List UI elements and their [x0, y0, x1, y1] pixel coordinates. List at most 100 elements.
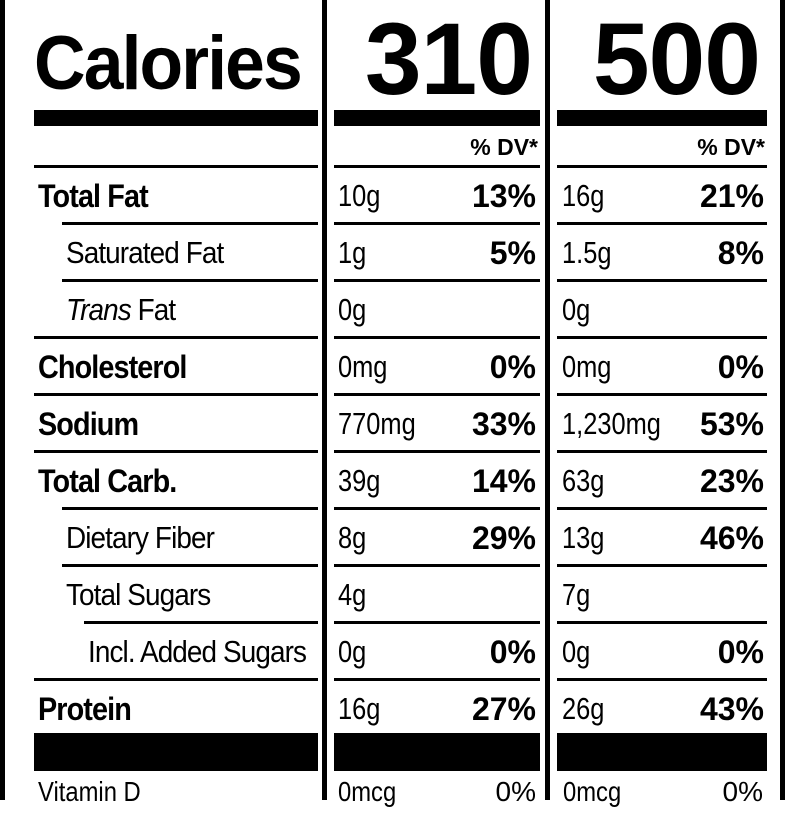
- dv-header-serving-2: % DV*: [697, 134, 765, 160]
- nutrient-row: Dietary Fiber 8g 29% 13g 46%: [0, 510, 800, 566]
- nutrient-row: Trans Fat 0g 0g: [0, 282, 800, 338]
- row-separator: [557, 564, 767, 567]
- amount-serving-1: 10g: [338, 178, 381, 213]
- row-separator: [334, 450, 540, 453]
- dv-percent-serving-2: 46%: [699, 520, 764, 556]
- dv-percent-serving-2: 8%: [717, 235, 764, 271]
- row-separator: [334, 279, 540, 282]
- vitamin-d-amount-2: 0mcg: [563, 776, 622, 807]
- dv-percent-serving-1: 0%: [489, 634, 536, 670]
- thick-bar-mid: [334, 110, 540, 126]
- nutrient-row: Total Carb. 39g 14% 63g 23%: [0, 453, 800, 509]
- amount-serving-1: 1g: [338, 235, 367, 270]
- amount-serving-1: 0g: [338, 634, 367, 669]
- trans-rest-label: Fat: [130, 292, 177, 327]
- vitamin-d-row: Vitamin D 0mcg 0% 0mcg 0%: [0, 776, 800, 816]
- row-separator: [557, 678, 767, 681]
- dv-percent-serving-1: 13%: [471, 178, 536, 214]
- left-border: [0, 0, 5, 800]
- row-separator: [557, 621, 767, 624]
- column-divider-2: [545, 0, 550, 800]
- row-separator: [557, 279, 767, 282]
- nutrient-label: Protein: [38, 691, 132, 727]
- row-separator: [334, 621, 540, 624]
- dv-percent-serving-1: 14%: [471, 463, 536, 499]
- nutrient-row: Cholesterol 0mg 0% 0mg 0%: [0, 339, 800, 395]
- amount-serving-1: 16g: [338, 691, 381, 726]
- amount-serving-2: 7g: [562, 577, 591, 612]
- nutrient-row: Saturated Fat 1g 5% 1.5g 8%: [0, 225, 800, 281]
- row-separator: [34, 165, 318, 168]
- calories-label: Calories: [34, 21, 303, 106]
- thick-bar-right: [557, 110, 767, 126]
- vitamin-d-pct-1: 0%: [495, 776, 536, 807]
- dv-percent-serving-1: 29%: [471, 520, 536, 556]
- dv-percent-serving-1: 27%: [471, 691, 536, 727]
- nutrient-row: Total Sugars 4g 7g: [0, 567, 800, 623]
- vitamin-d-label: Vitamin D: [38, 776, 141, 807]
- nutrient-row: Protein 16g 27% 26g 43%: [0, 681, 800, 737]
- amount-serving-2: 13g: [562, 520, 605, 555]
- right-border: [780, 0, 785, 800]
- dv-percent-serving-2: 0%: [717, 634, 764, 670]
- amount-serving-2: 0g: [562, 634, 591, 669]
- calories-value-serving-1: 310: [364, 2, 533, 116]
- dv-percent-serving-2: 53%: [699, 406, 764, 442]
- amount-serving-1: 0mg: [338, 349, 388, 384]
- dv-percent-serving-2: 23%: [699, 463, 764, 499]
- row-separator: [334, 165, 540, 168]
- nutrient-label: Dietary Fiber: [66, 520, 215, 555]
- nutrient-label: Saturated Fat: [66, 235, 224, 270]
- dv-percent-serving-2: [644, 282, 764, 338]
- dv-percent-serving-1: 33%: [471, 406, 536, 442]
- calories-value-serving-2: 500: [592, 2, 761, 116]
- row-separator: [62, 507, 318, 510]
- amount-serving-1: 8g: [338, 520, 367, 555]
- row-separator: [34, 336, 318, 339]
- amount-serving-2: 26g: [562, 691, 605, 726]
- row-separator: [334, 507, 540, 510]
- nutrient-label: Sodium: [38, 406, 139, 442]
- bottom-bar-mid: [334, 733, 540, 771]
- row-separator: [334, 393, 540, 396]
- amount-serving-1: 770mg: [338, 406, 416, 441]
- row-separator: [334, 222, 540, 225]
- row-separator: [34, 393, 318, 396]
- trans-italic-label: Trans: [66, 292, 132, 327]
- row-separator: [557, 450, 767, 453]
- row-separator: [62, 564, 318, 567]
- nutrient-label: Cholesterol: [38, 349, 187, 385]
- row-separator: [557, 165, 767, 168]
- dv-percent-serving-2: 0%: [717, 349, 764, 385]
- row-separator: [334, 564, 540, 567]
- row-separator: [34, 450, 318, 453]
- dv-percent-serving-2: 43%: [699, 691, 764, 727]
- amount-serving-1: 0g: [338, 292, 367, 327]
- row-separator: [84, 621, 318, 624]
- row-separator: [62, 279, 318, 282]
- dv-percent-serving-1: 0%: [489, 349, 536, 385]
- row-separator: [62, 222, 318, 225]
- bottom-bar-right: [557, 733, 767, 771]
- nutrient-label: Total Sugars: [66, 577, 211, 612]
- nutrient-label: Total Fat: [38, 178, 149, 214]
- vitamin-d-amount-1: 0mcg: [338, 776, 397, 807]
- thick-bar-left: [34, 110, 318, 126]
- nutrient-label: Incl. Added Sugars: [88, 634, 307, 669]
- amount-serving-1: 39g: [338, 463, 381, 498]
- row-separator: [557, 222, 767, 225]
- dv-header-serving-1: % DV*: [470, 134, 538, 160]
- nutrient-row: Incl. Added Sugars 0g 0% 0g 0%: [0, 624, 800, 680]
- nutrient-row: Total Fat 10g 13% 16g 21%: [0, 168, 800, 224]
- row-separator: [334, 678, 540, 681]
- amount-serving-2: 1,230mg: [562, 406, 661, 441]
- amount-serving-2: 0g: [562, 292, 591, 327]
- nutrient-label: Trans Fat: [66, 282, 177, 338]
- amount-serving-2: 0mg: [562, 349, 612, 384]
- row-separator: [557, 507, 767, 510]
- row-separator: [334, 336, 540, 339]
- dv-percent-serving-2: 21%: [699, 178, 764, 214]
- nutrient-label: Total Carb.: [38, 463, 177, 499]
- column-divider-1: [322, 0, 327, 800]
- amount-serving-2: 16g: [562, 178, 605, 213]
